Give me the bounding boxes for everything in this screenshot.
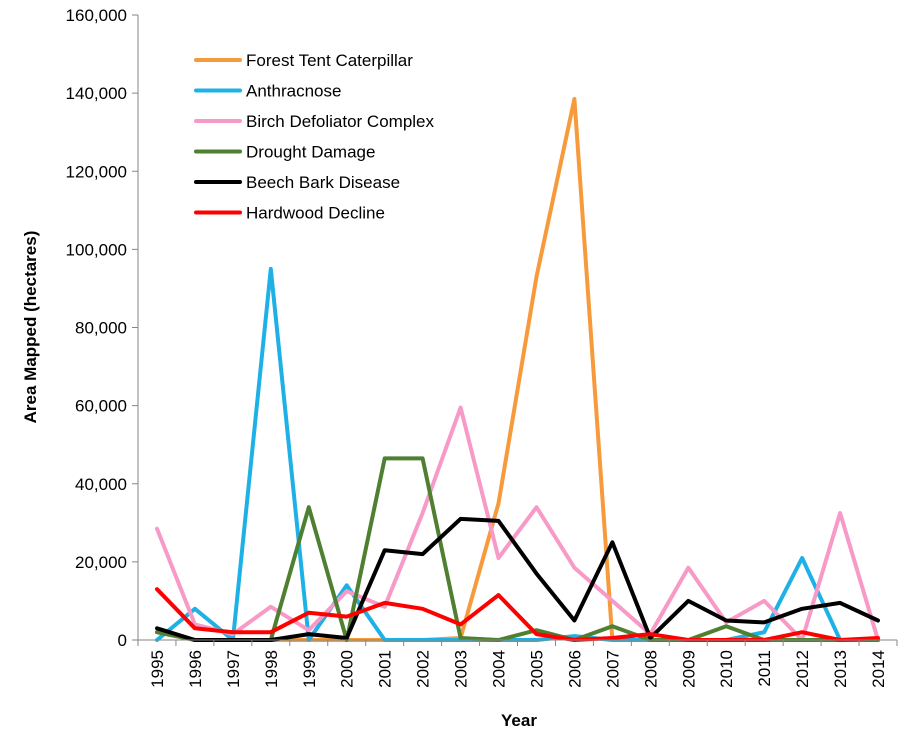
x-tick-label: 2003 xyxy=(452,650,471,688)
y-tick-label: 100,000 xyxy=(66,240,127,259)
x-tick-label: 2007 xyxy=(603,650,622,688)
x-tick-label: 2006 xyxy=(565,650,584,688)
legend: Forest Tent Caterpillar Anthracnose Birch … xyxy=(194,51,435,223)
x-tick-label: 1999 xyxy=(300,650,319,688)
y-tick-label: 20,000 xyxy=(75,553,127,572)
x-tick-label: 2005 xyxy=(527,650,546,688)
y-tick-label: 60,000 xyxy=(75,397,127,416)
x-tick-label: 2010 xyxy=(717,650,736,688)
x-tick-label: 2004 xyxy=(490,650,509,688)
axes-layer: 0 20,000 40,000 60,000 80,000 100,000 120,000 1… xyxy=(66,6,898,688)
y-tick-label: 120,000 xyxy=(66,162,127,181)
x-tick-label: 2002 xyxy=(414,650,433,688)
x-tick-label: 1996 xyxy=(186,650,205,688)
legend-label: Birch Defoliator Complex xyxy=(246,112,435,131)
y-tick-label: 0 xyxy=(118,631,127,650)
y-tick-label: 160,000 xyxy=(66,6,127,25)
legend-label: Forest Tent Caterpillar xyxy=(246,51,413,70)
legend-label: Hardwood Decline xyxy=(246,204,385,223)
y-tick-label: 140,000 xyxy=(66,84,127,103)
series-line-birch-defoliator-complex xyxy=(155,405,880,642)
x-tick-label: 1998 xyxy=(262,650,281,688)
legend-label: Anthracnose xyxy=(246,82,341,101)
x-tick-label: 2000 xyxy=(338,650,357,688)
x-tick-label: 2008 xyxy=(641,650,660,688)
y-axis-title: Area Mapped (hectares) xyxy=(21,231,40,424)
x-tick-label: 1997 xyxy=(224,650,243,688)
x-tick-label: 2001 xyxy=(376,650,395,688)
series-line-drought-damage xyxy=(155,456,880,642)
legend-label: Beech Bark Disease xyxy=(246,173,400,192)
series-line-anthracnose xyxy=(155,266,880,642)
x-tick-label: 2011 xyxy=(755,650,774,687)
series-line-hardwood-decline xyxy=(155,587,880,642)
x-tick-label: 1995 xyxy=(148,650,167,688)
y-tick-label: 40,000 xyxy=(75,475,127,494)
series-line-beech-bark-disease xyxy=(155,516,880,642)
legend-label: Drought Damage xyxy=(246,143,375,162)
x-axis-title: Year xyxy=(501,711,537,730)
x-tick-label: 2009 xyxy=(679,650,698,688)
y-tick-label: 80,000 xyxy=(75,319,127,338)
x-tick-label: 2012 xyxy=(793,650,812,688)
x-tick-label: 2013 xyxy=(831,650,850,688)
x-tick-label: 2014 xyxy=(869,650,888,688)
